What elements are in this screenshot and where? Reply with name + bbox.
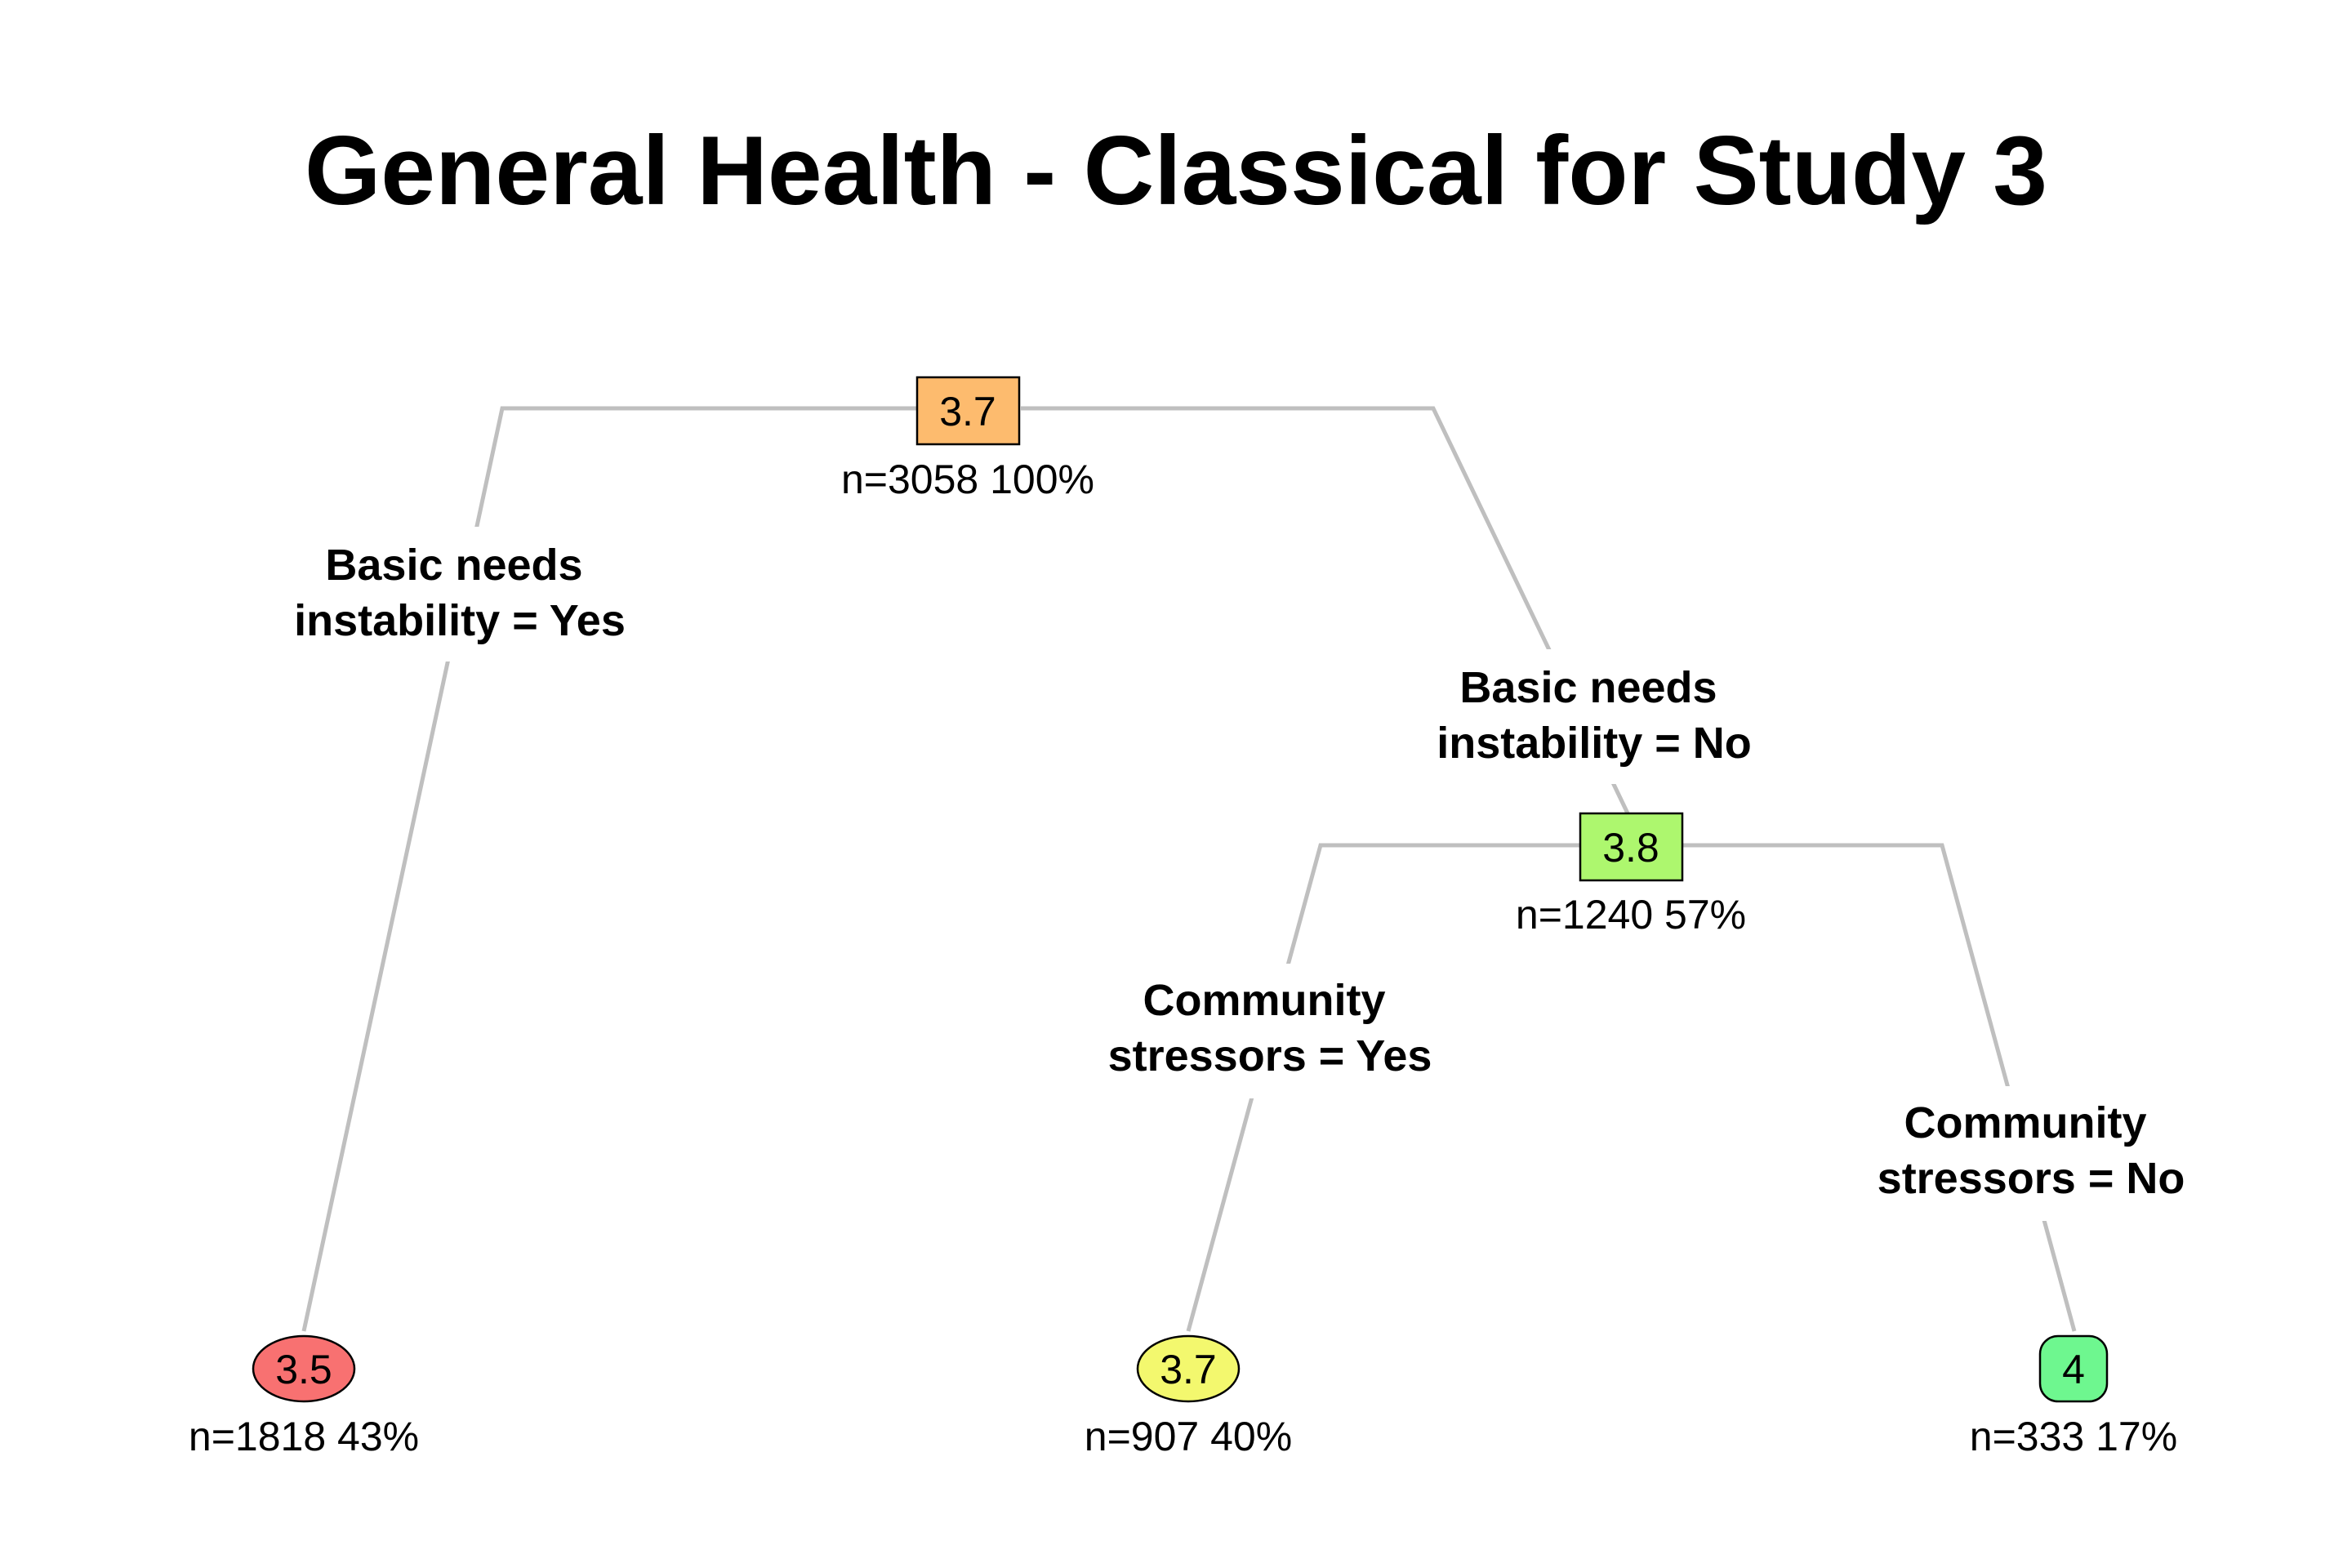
svg-text:stressors = Yes: stressors = Yes	[1108, 1031, 1432, 1080]
node-box-inner	[1579, 812, 1684, 882]
svg-text:3.5: 3.5	[275, 1347, 332, 1392]
svg-text:n=3058 100%: n=3058 100%	[841, 457, 1094, 502]
leaf-box-3	[2038, 1334, 2109, 1403]
svg-text:n=907 40%: n=907 40%	[1085, 1414, 1292, 1459]
svg-text:3.7: 3.7	[939, 389, 996, 434]
svg-text:Basic needs: Basic needs	[325, 541, 582, 590]
svg-text:instability = Yes: instability = Yes	[294, 596, 626, 645]
split-label-basic-needs-yes: Basic needs instability = Yes	[294, 541, 626, 645]
tree-leaf-3: 4 n=333 17%	[1970, 1334, 2177, 1459]
svg-text:n=1240 57%: n=1240 57%	[1516, 892, 1746, 938]
svg-text:Community: Community	[1904, 1098, 2147, 1147]
edge-inner-left	[1186, 843, 1582, 1332]
tree-node-inner: 3.8 n=1240 57%	[1516, 812, 1746, 938]
leaf-ellipse-1	[252, 1334, 356, 1403]
svg-text:3.7: 3.7	[1160, 1347, 1217, 1392]
tree-leaf-2: 3.7 n=907 40%	[1085, 1334, 1292, 1459]
edge-root-left	[301, 406, 919, 1332]
leaf-ellipse-2	[1136, 1334, 1241, 1403]
tree-node-root: 3.7 n=3058 100%	[841, 376, 1094, 502]
svg-text:3.8: 3.8	[1602, 825, 1659, 871]
svg-text:4: 4	[2062, 1347, 2085, 1392]
svg-text:Community: Community	[1143, 976, 1386, 1025]
split-label-community-stressors-yes: Community stressors = Yes	[1108, 976, 1432, 1080]
chart-title: General Health - Classical for Study 3	[305, 116, 2047, 225]
tree-leaf-1: 3.5 n=1818 43%	[189, 1334, 419, 1459]
svg-text:Basic needs: Basic needs	[1459, 663, 1717, 712]
node-box-root	[915, 376, 1021, 446]
svg-text:stressors = No: stressors = No	[1878, 1154, 2185, 1203]
svg-text:n=333 17%: n=333 17%	[1970, 1414, 2177, 1459]
svg-text:n=1818 43%: n=1818 43%	[189, 1414, 419, 1459]
split-label-basic-needs-no: Basic needs instability = No	[1437, 663, 1752, 768]
split-label-community-stressors-no: Community stressors = No	[1878, 1098, 2185, 1203]
svg-text:instability = No: instability = No	[1437, 719, 1752, 768]
